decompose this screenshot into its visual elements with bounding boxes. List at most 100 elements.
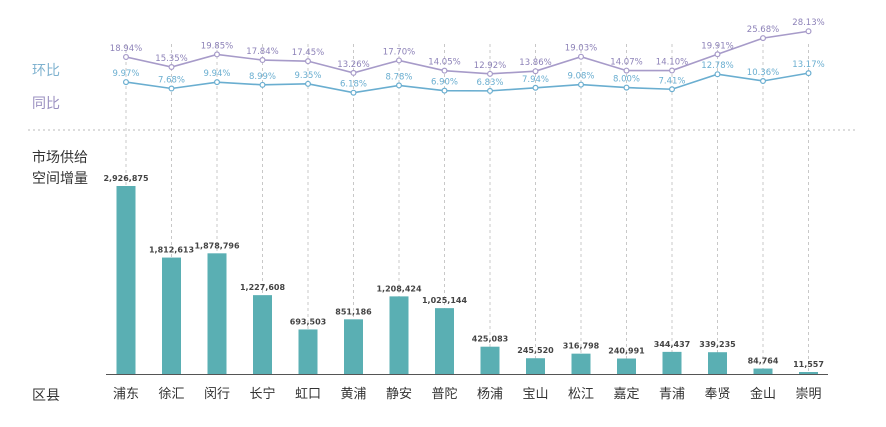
series-1-label-10: 9.08%: [567, 72, 594, 82]
bar-14: [753, 368, 773, 374]
series-0-label-14: 25.68%: [747, 25, 779, 35]
series-1-point-8: [487, 87, 494, 94]
x-tick-label-1: 徐汇: [158, 387, 184, 402]
x-tick-label-4: 虹口: [295, 387, 321, 402]
bar-value-label-7: 1,025,144: [422, 296, 467, 305]
huanbi-label: 环比: [32, 63, 60, 79]
series-0-label-10: 19.03%: [565, 44, 597, 54]
bar-3: [253, 295, 272, 374]
series-0-label-6: 17.70%: [383, 47, 415, 57]
series-1-point-2: [214, 79, 221, 86]
series-1-point-15: [805, 70, 812, 77]
series-0-label-11: 14.07%: [610, 58, 642, 68]
bar-7: [435, 308, 454, 374]
x-tick-label-9: 宝山: [522, 387, 548, 402]
x-tick-label-8: 杨浦: [477, 387, 503, 402]
series-0-label-4: 17.45%: [292, 48, 324, 58]
bar-value-label-8: 425,083: [472, 335, 508, 344]
series-0-label-0: 18.94%: [110, 44, 142, 54]
series-0-label-8: 12.92%: [474, 61, 506, 71]
series-0-label-12: 14.10%: [656, 58, 688, 68]
supply-label-line2: 空间增量: [32, 171, 88, 187]
bar-value-label-13: 339,235: [699, 340, 736, 349]
x-tick-label-12: 青浦: [659, 387, 685, 402]
series-1-point-13: [714, 71, 721, 78]
bar-value-label-10: 316,798: [563, 342, 600, 351]
supply-label-line1: 市场供给: [32, 150, 88, 166]
bar-value-label-2: 1,878,796: [194, 241, 239, 250]
x-tick-label-15: 崇明: [795, 387, 821, 402]
series-1-point-6: [396, 82, 403, 89]
series-0-label-13: 19.91%: [701, 41, 733, 51]
bar-9: [526, 358, 545, 374]
district-label: 区县: [32, 388, 60, 404]
bar-5: [344, 319, 363, 374]
x-tick-label-5: 黄浦: [340, 387, 366, 402]
bar-value-label-12: 344,437: [654, 340, 690, 349]
bar-value-label-5: 851,186: [335, 307, 372, 316]
series-1-label-11: 8.00%: [613, 75, 640, 85]
series-1-label-3: 8.99%: [249, 72, 276, 82]
series-0-point-2: [214, 51, 221, 58]
bar-1: [162, 257, 181, 374]
bar-10: [571, 353, 591, 374]
x-tick-label-7: 普陀: [431, 386, 457, 402]
series-0-point-10: [577, 53, 584, 60]
series-1-point-4: [305, 80, 312, 87]
series-1-point-1: [168, 85, 175, 92]
series-1-point-9: [532, 84, 539, 91]
series-1-label-9: 7.94%: [522, 75, 549, 85]
series-1-label-15: 13.17%: [792, 60, 824, 70]
series-1-label-2: 9.94%: [203, 69, 230, 79]
x-tick-label-0: 浦东: [113, 387, 139, 402]
series-0-label-7: 14.05%: [428, 58, 460, 68]
series-1-point-0: [122, 79, 129, 86]
bar-12: [662, 351, 682, 374]
series-0-point-1: [168, 64, 175, 71]
series-1-point-7: [441, 87, 448, 94]
series-1-label-5: 6.18%: [340, 80, 367, 90]
bar-2: [207, 253, 227, 374]
bar-value-label-14: 84,764: [748, 357, 779, 366]
x-tick-label-2: 闵行: [204, 387, 230, 402]
bar-13: [708, 352, 727, 374]
bar-11: [617, 358, 636, 374]
bar-value-label-4: 693,503: [290, 317, 326, 326]
x-tick-label-13: 奉贤: [704, 387, 730, 402]
bar-8: [480, 346, 500, 374]
series-1-label-0: 9.97%: [112, 69, 139, 79]
series-0-point-4: [305, 58, 312, 65]
x-tick-label-10: 松江: [568, 387, 594, 402]
series-1-label-14: 10.36%: [747, 68, 779, 78]
x-tick-label-14: 金山: [750, 386, 776, 402]
series-0-label-3: 17.84%: [246, 47, 278, 57]
series-0-point-7: [441, 67, 448, 74]
bar-0: [116, 186, 136, 374]
series-1-point-5: [350, 89, 357, 96]
series-0-point-8: [487, 70, 494, 77]
bar-value-label-11: 240,991: [608, 347, 645, 356]
series-0-point-12: [668, 67, 675, 74]
series-0-label-9: 13.86%: [519, 58, 551, 68]
series-1-point-11: [623, 84, 630, 91]
series-0-point-9: [532, 68, 539, 75]
series-1-point-10: [577, 81, 584, 88]
series-1-point-12: [668, 86, 675, 93]
bar-value-label-9: 245,520: [517, 346, 554, 355]
series-0-point-6: [396, 57, 403, 64]
series-1-label-13: 12.78%: [701, 61, 733, 71]
series-1-label-12: 7.41%: [658, 76, 685, 86]
series-1-point-14: [759, 77, 766, 84]
x-tick-label-6: 静安: [386, 387, 412, 402]
series-0-point-0: [122, 53, 129, 60]
series-0-point-11: [623, 67, 630, 74]
tongbi-label: 同比: [32, 96, 60, 112]
series-0-point-5: [350, 69, 357, 76]
series-1-label-8: 6.83%: [476, 78, 503, 88]
supply-label: 市场供给 空间增量: [32, 148, 88, 190]
bar-6: [389, 296, 409, 374]
series-0-label-2: 19.85%: [201, 41, 233, 51]
series-0-point-3: [259, 57, 266, 64]
bar-value-label-15: 11,557: [793, 360, 824, 369]
